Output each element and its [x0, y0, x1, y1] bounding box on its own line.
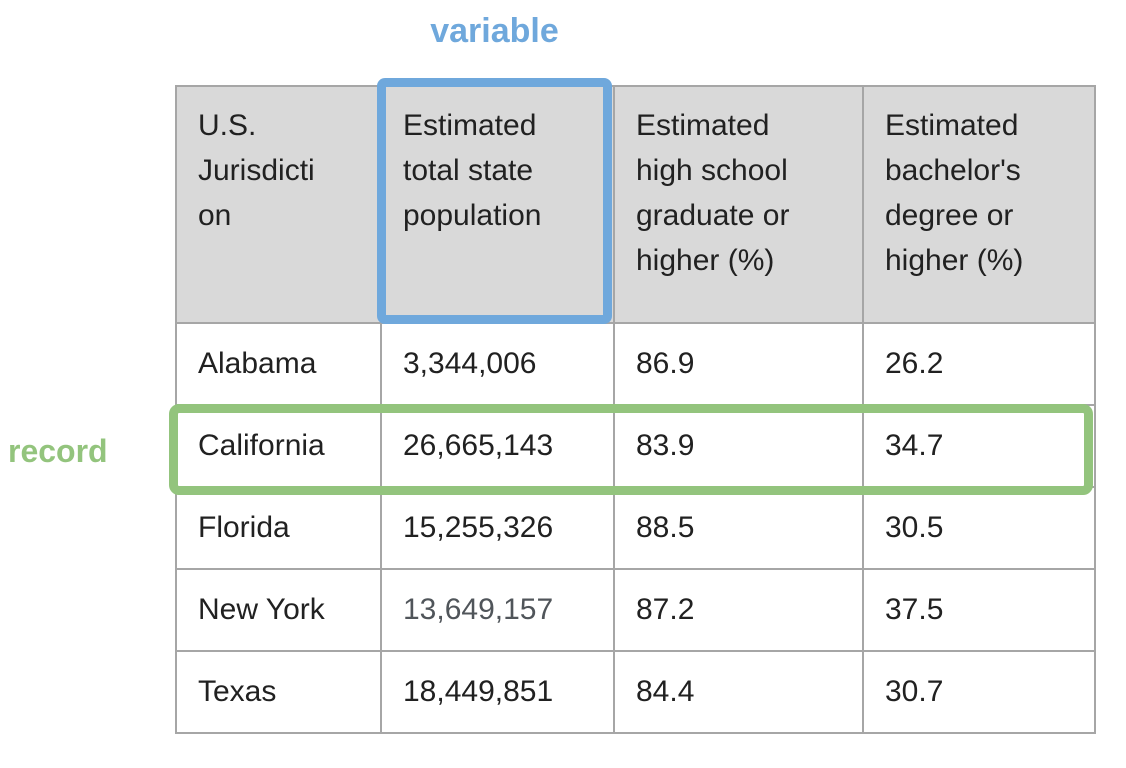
cell-bachelors-pct: 26.2 — [862, 322, 1096, 406]
cell-bachelors-pct: 30.5 — [862, 486, 1096, 570]
variable-label: variable — [430, 12, 559, 50]
column-header-hs-graduate: Estimated high school graduate or higher… — [613, 85, 864, 324]
cell-hs-grad-pct: 88.5 — [613, 486, 864, 570]
cell-state: Alabama — [175, 322, 382, 406]
cell-population: 13,649,157 — [380, 568, 615, 652]
cell-population: 15,255,326 — [380, 486, 615, 570]
column-header-bachelors: Estimated bachelor's degree or higher (%… — [862, 85, 1096, 324]
column-header-jurisdiction: U.S. Jurisdiction — [175, 85, 382, 324]
cell-state: New York — [175, 568, 382, 652]
table-row-california: California 26,665,143 83.9 34.7 — [175, 404, 1096, 488]
cell-bachelors-pct: 37.5 — [862, 568, 1096, 652]
header-row: U.S. Jurisdiction Estimated total state … — [175, 85, 1096, 324]
cell-bachelors-pct: 34.7 — [862, 404, 1096, 488]
column-header-population: Estimated total state population — [380, 85, 615, 324]
cell-state: Texas — [175, 650, 382, 734]
cell-hs-grad-pct: 84.4 — [613, 650, 864, 734]
cell-bachelors-pct: 30.7 — [862, 650, 1096, 734]
cell-state: Florida — [175, 486, 382, 570]
cell-population: 3,344,006 — [380, 322, 615, 406]
cell-state: California — [175, 404, 382, 488]
record-label: record — [8, 433, 108, 469]
table-row-new-york: New York 13,649,157 87.2 37.5 — [175, 568, 1096, 652]
cell-population: 26,665,143 — [380, 404, 615, 488]
table-row-alabama: Alabama 3,344,006 86.9 26.2 — [175, 322, 1096, 406]
data-table: U.S. Jurisdiction Estimated total state … — [175, 85, 1096, 734]
table-row-florida: Florida 15,255,326 88.5 30.5 — [175, 486, 1096, 570]
cell-hs-grad-pct: 83.9 — [613, 404, 864, 488]
table-row-texas: Texas 18,449,851 84.4 30.7 — [175, 650, 1096, 734]
cell-hs-grad-pct: 87.2 — [613, 568, 864, 652]
cell-population: 18,449,851 — [380, 650, 615, 734]
cell-hs-grad-pct: 86.9 — [613, 322, 864, 406]
